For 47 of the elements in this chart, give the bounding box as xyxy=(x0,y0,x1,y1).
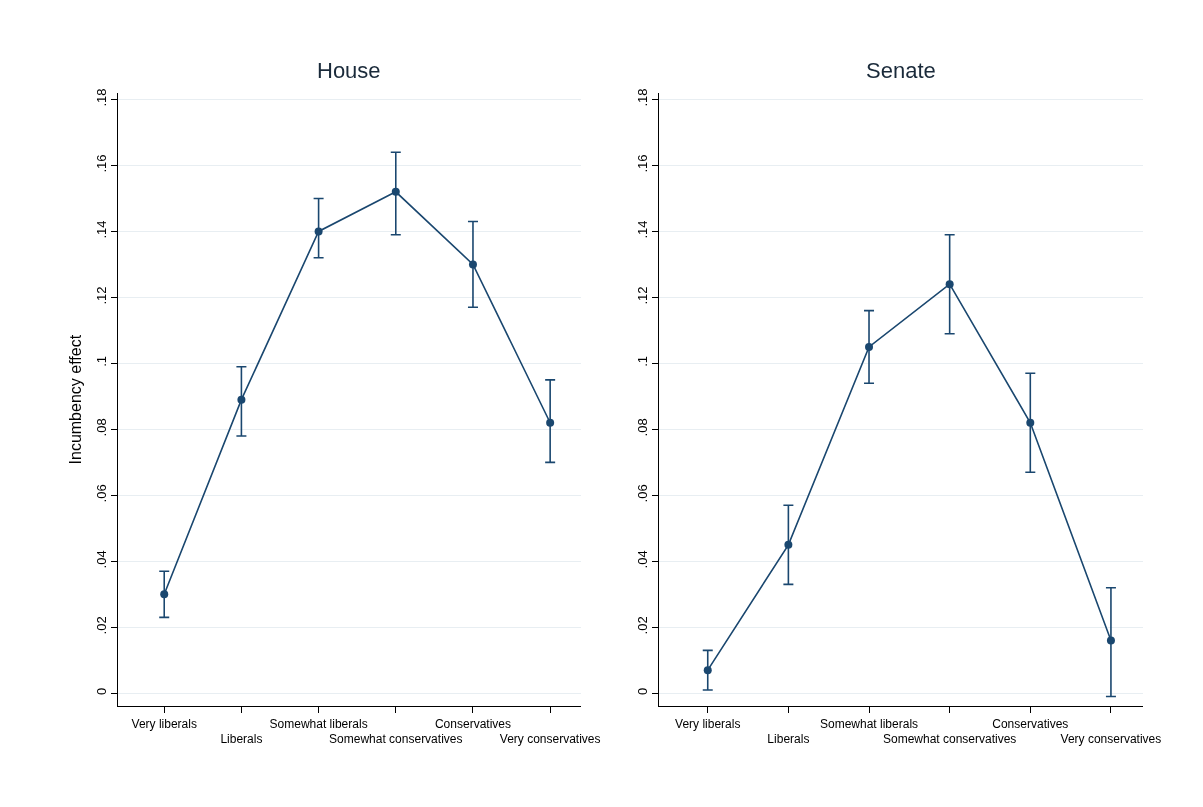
y-tick-label: .16 xyxy=(93,154,109,173)
point xyxy=(945,280,954,289)
y-tick-label: .1 xyxy=(635,356,651,367)
y-tick-label: 0 xyxy=(635,687,651,695)
y-tick-label: .14 xyxy=(93,220,109,239)
y-tick-label: .06 xyxy=(635,484,651,503)
point xyxy=(784,540,793,549)
y-tick-label: .12 xyxy=(93,286,109,305)
x-tick-label: Somewhat conservatives xyxy=(882,732,1017,747)
x-tick-label: Very conservatives xyxy=(499,732,601,747)
y-tick-label: .08 xyxy=(93,418,109,437)
point xyxy=(468,260,477,269)
point xyxy=(1106,636,1115,645)
point xyxy=(546,418,555,427)
x-tick-label: Conservatives xyxy=(992,716,1069,731)
y-tick-label: .12 xyxy=(635,286,651,305)
x-tick-label: Conservatives xyxy=(434,716,511,731)
y-axis-title: Incumbency effect xyxy=(66,334,84,465)
chart-title: Senate xyxy=(866,58,936,83)
x-tick-label: Somewhat liberals xyxy=(269,716,368,731)
y-tick-label: .18 xyxy=(635,88,651,107)
y-tick-label: .02 xyxy=(93,616,109,635)
y-tick-label: .1 xyxy=(93,356,109,367)
x-tick-label: Very liberals xyxy=(131,716,197,731)
point xyxy=(1026,418,1035,427)
x-tick-label: Very liberals xyxy=(675,716,741,731)
y-tick-label: .18 xyxy=(93,88,109,107)
x-tick-label: Very conservatives xyxy=(1060,732,1162,747)
y-tick-label: .08 xyxy=(635,418,651,437)
y-tick-label: .06 xyxy=(93,484,109,503)
x-tick-label: Liberals xyxy=(220,732,263,747)
y-tick-label: .04 xyxy=(635,550,651,569)
x-tick-label: Liberals xyxy=(767,732,810,747)
point xyxy=(237,395,246,404)
x-tick-label: Somewhat liberals xyxy=(820,716,919,731)
y-tick-label: .02 xyxy=(635,616,651,635)
y-tick-label: .04 xyxy=(93,550,109,569)
point xyxy=(391,187,400,196)
y-tick-label: 0 xyxy=(93,687,109,695)
point xyxy=(703,666,712,675)
y-tick-label: .14 xyxy=(635,220,651,239)
point xyxy=(314,227,323,236)
chart-title: House xyxy=(317,58,381,83)
point xyxy=(865,342,874,351)
x-tick-label: Somewhat conservatives xyxy=(329,732,463,747)
point xyxy=(160,590,169,599)
y-tick-label: .16 xyxy=(635,154,651,173)
